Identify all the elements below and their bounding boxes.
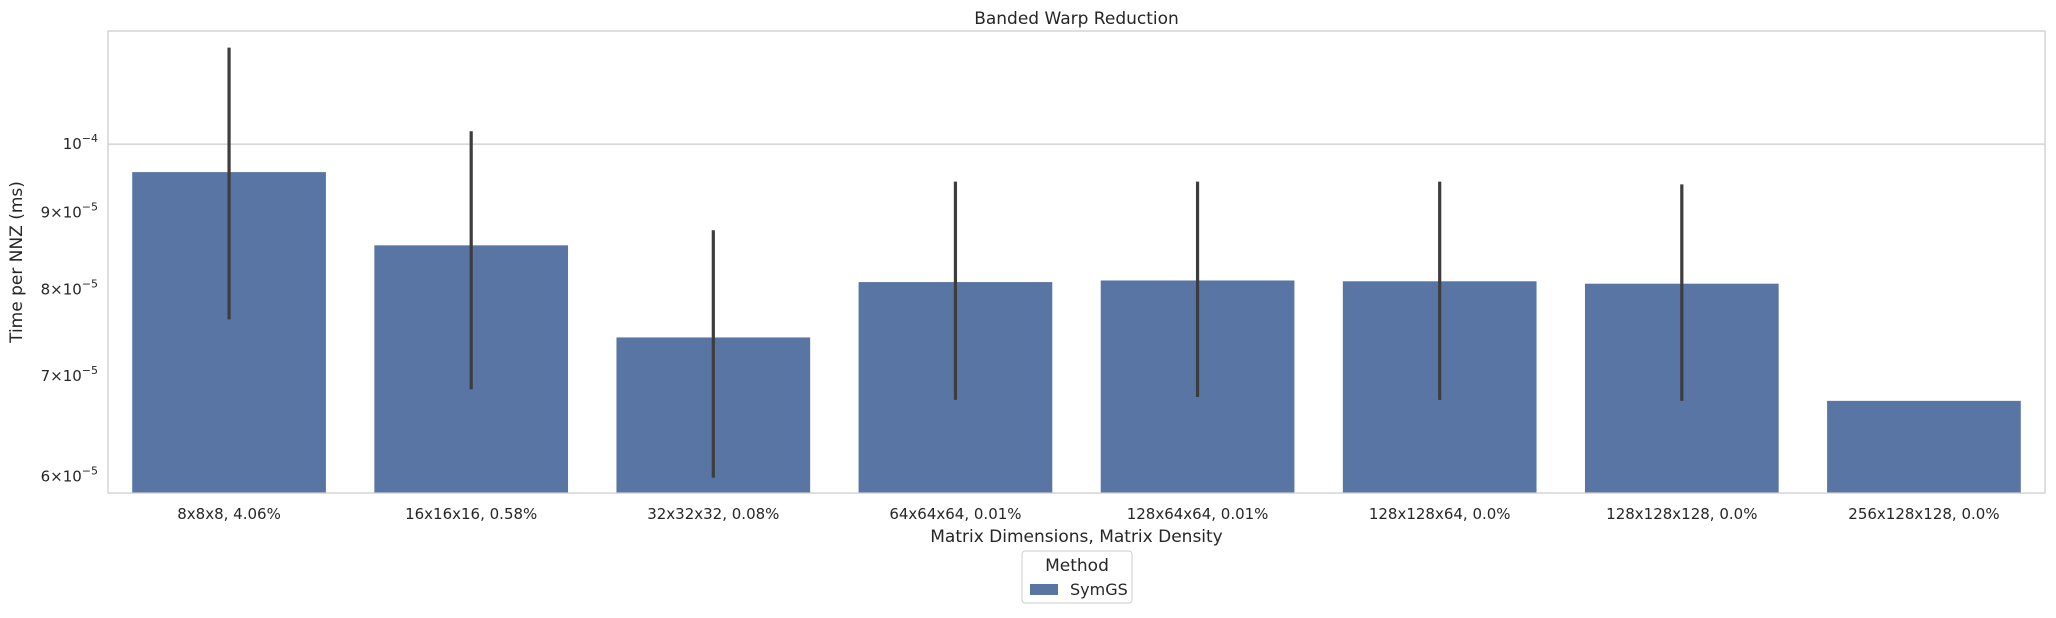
- legend-title: Method: [1045, 556, 1109, 576]
- y-tick-label: 6×10−5: [41, 465, 98, 486]
- x-tick-label: 64x64x64, 0.01%: [889, 505, 1021, 523]
- legend: Method SymGS: [1021, 550, 1133, 604]
- legend-swatch-symgs: [1030, 584, 1058, 595]
- y-tick-labels: 6×10−5 7×10−5 8×10−5 9×10−5 10−4: [41, 132, 98, 485]
- x-tick-label: 128x64x64, 0.01%: [1127, 505, 1269, 523]
- x-tick-labels: 8x8x8, 4.06% 16x16x16, 0.58% 32x32x32, 0.0…: [177, 505, 1999, 523]
- x-tick-label: 128x128x128, 0.0%: [1606, 505, 1757, 523]
- plot-frame: [107, 30, 2046, 494]
- bar: [1827, 400, 2021, 493]
- error-bars-layer: [227, 47, 1684, 478]
- x-tick-label: 128x128x64, 0.0%: [1369, 505, 1511, 523]
- x-tick-label: 32x32x32, 0.08%: [647, 505, 779, 523]
- legend-label-symgs: SymGS: [1070, 580, 1128, 599]
- y-tick-label: 10−4: [63, 132, 98, 153]
- y-axis-label: Time per NNZ (ms): [7, 181, 27, 344]
- y-tick-label: 7×10−5: [41, 364, 98, 385]
- x-tick-label: 256x128x128, 0.0%: [1848, 505, 1999, 523]
- x-tick-label: 16x16x16, 0.58%: [405, 505, 537, 523]
- x-axis-label: Matrix Dimensions, Matrix Density: [930, 527, 1223, 547]
- y-tick-label: 9×10−5: [41, 201, 98, 222]
- bars-layer: [132, 172, 2021, 493]
- chart-title: Banded Warp Reduction: [974, 9, 1179, 29]
- y-tick-label: 8×10−5: [41, 277, 98, 298]
- x-tick-label: 8x8x8, 4.06%: [177, 505, 281, 523]
